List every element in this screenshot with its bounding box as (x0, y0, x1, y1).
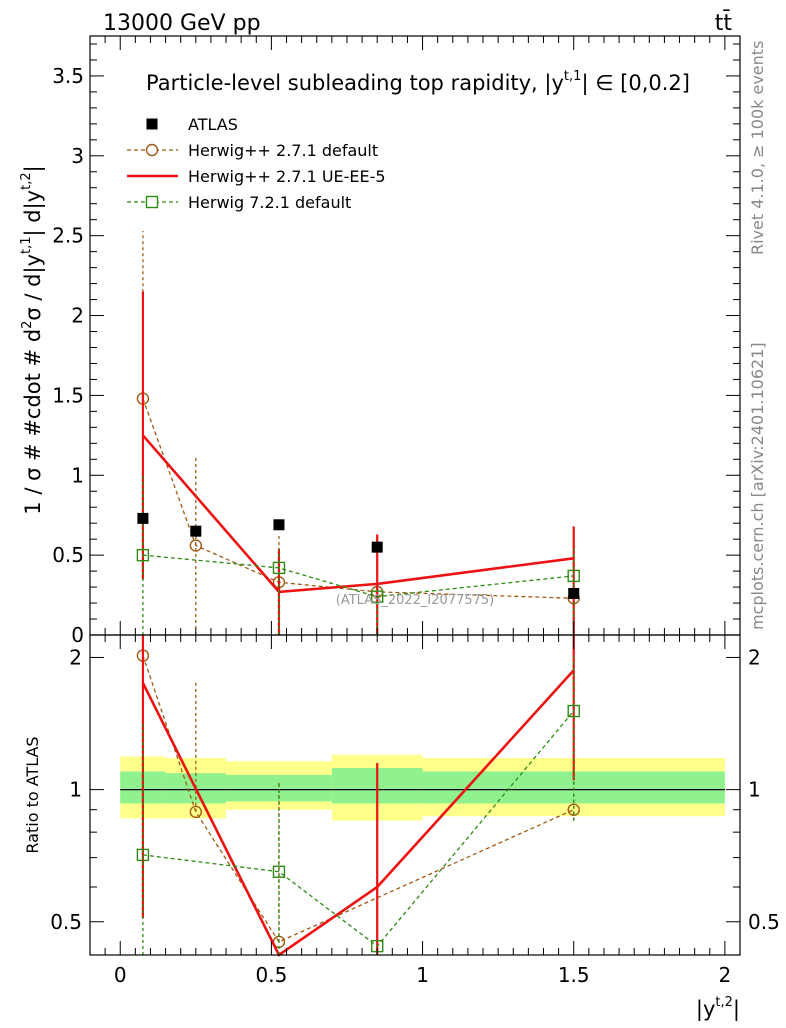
legend-label: Herwig++ 2.7.1 UE-EE-5 (188, 167, 386, 186)
main-series-3-marker (567, 569, 580, 583)
ratio-panel: 0 0.5 1 1.5 2 0.5 0.5 1 1 2 2 (50, 634, 780, 987)
ratio-xtick-label: 2 (719, 963, 732, 987)
header-left: 13000 GeV pp (103, 11, 261, 36)
main-panel: 0 0.5 1 1.5 2 2.5 3 3.5 (52, 35, 741, 647)
ratio-series-2-line (142, 710, 575, 948)
main-ytick-label: 3 (71, 144, 84, 168)
legend-label: Herwig 7.2.1 default (188, 193, 351, 212)
ratio-xtick-label: 0.5 (255, 963, 287, 987)
main-series-3-marker (272, 561, 286, 575)
ratio-ytick-label: 2 (69, 645, 82, 669)
main-ylabel: 1 / σ # #cdot # d2σ / d|yt,1| d|yt,2| (19, 165, 46, 514)
ratio-ytick-label-right: 2 (748, 645, 761, 669)
ratio-series-0-marker (567, 803, 580, 816)
ratio-ytick-label-right: 1 (748, 778, 761, 802)
main-series-1-line (142, 398, 574, 599)
header-right: tt̄ (715, 10, 733, 36)
mcplots-label: mcplots.cern.ch [arXiv:2401.10621] (748, 342, 767, 630)
ratio-xtick-label: 0 (114, 963, 127, 987)
main-ytick-label: 1 (71, 463, 84, 487)
legend: ATLAS Herwig++ 2.7.1 default Herwig++ 2.7.… (127, 115, 386, 212)
legend-label: ATLAS (188, 115, 238, 134)
ratio-series-0-marker (189, 805, 203, 819)
atlas-data-point (190, 525, 202, 537)
main-ytick-label: 2.5 (52, 224, 84, 248)
main-ytick-label: 0.5 (52, 543, 84, 567)
legend-marker-atlas (146, 118, 158, 130)
ratio-ytick-label: 1 (69, 778, 82, 802)
ratio-series-2-marker (567, 704, 580, 718)
atlas-data-point (568, 587, 580, 599)
main-series-2-line (141, 434, 574, 594)
ratio-xtick-label: 1.5 (558, 963, 590, 987)
main-series-3-line (142, 554, 574, 598)
main-series-3-marker (136, 548, 150, 562)
ratio-series-1-line (141, 669, 575, 957)
analysis-watermark: (ATLAS_2022_I2077575) (336, 593, 494, 608)
legend-marker-circle (145, 143, 159, 157)
atlas-data-point (137, 512, 149, 524)
main-series-1-marker (189, 539, 203, 552)
legend-label: Herwig++ 2.7.1 default (188, 141, 378, 160)
legend-marker-square (145, 195, 159, 209)
ratio-ytick-label-right: 0.5 (748, 910, 780, 934)
rivet-label: Rivet 4.1.0, ≥ 100k events (748, 41, 767, 255)
main-ytick-label: 2 (71, 304, 84, 328)
atlas-data-point (371, 541, 383, 553)
main-ytick-label: 1.5 (52, 383, 84, 407)
ratio-frame (89, 634, 741, 956)
ratio-xtick-label: 1 (416, 963, 429, 987)
main-ytick-label: 0 (71, 623, 84, 647)
ratio-series-2-marker (272, 865, 286, 878)
ratio-ytick-label: 0.5 (50, 910, 82, 934)
atlas-data-point (273, 519, 285, 531)
main-ytick-label: 3.5 (52, 64, 84, 88)
main-series-3-marker (371, 590, 384, 603)
ratio-xlabel: |yt,2| (696, 995, 740, 1022)
ratio-ylabel: Ratio to ATLAS (23, 736, 42, 853)
ratio-series-2-marker (136, 848, 150, 862)
main-title: Particle-level subleading top rapidity, … (146, 69, 690, 96)
